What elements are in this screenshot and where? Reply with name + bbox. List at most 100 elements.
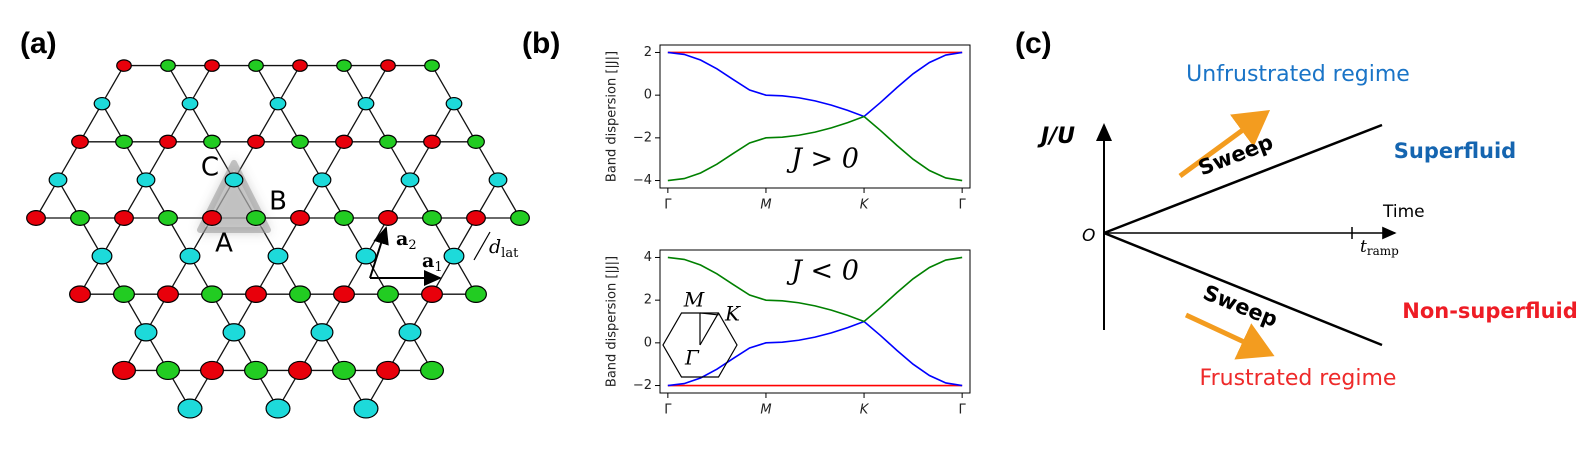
axis-label: J/U xyxy=(1037,124,1075,149)
lattice-site xyxy=(312,172,332,188)
lattice-site xyxy=(91,247,113,265)
band-line xyxy=(667,320,963,387)
annotation: J < 0 xyxy=(786,256,859,287)
ramp-sub: ramp xyxy=(1367,244,1399,258)
y-tick-label: 4 xyxy=(644,250,652,265)
band-line xyxy=(667,256,963,323)
lattice-site xyxy=(336,59,352,72)
band-line xyxy=(667,115,963,182)
vector-label-base: a xyxy=(396,228,408,250)
lattice-site xyxy=(158,210,178,226)
band-line xyxy=(667,51,963,118)
lattice-site xyxy=(93,96,111,111)
vector-label-sub: 1 xyxy=(434,260,442,275)
y-tick-label: −4 xyxy=(633,173,652,188)
lattice-site xyxy=(400,172,420,188)
lattice-site xyxy=(159,134,177,149)
bond xyxy=(189,65,213,105)
phase-label: Non-superfluid xyxy=(1402,299,1578,323)
plot-frame xyxy=(659,249,971,394)
bz-label: Γ xyxy=(684,346,700,370)
sweep-line xyxy=(1103,123,1383,235)
lattice-site xyxy=(203,134,221,149)
lattice-site xyxy=(222,323,246,342)
lattice-site xyxy=(423,134,441,149)
x-tick-label: K xyxy=(860,403,870,418)
vector-label: a2 xyxy=(396,228,417,253)
annotation: J > 0 xyxy=(786,144,859,175)
lattice-site xyxy=(379,134,397,149)
lattice-site xyxy=(287,360,313,381)
lattice-site xyxy=(333,285,355,303)
x-tick-label: Γ xyxy=(959,403,967,418)
sweep-diagram: Unfrustrated regime J/U Time O tramp Swe… xyxy=(1037,62,1578,391)
y-axis-label: Band dispersion [|J|] xyxy=(605,256,620,387)
spacing-label-base: d xyxy=(489,236,501,258)
lattice-site xyxy=(380,59,396,72)
lattice-site xyxy=(267,247,289,265)
lattice-site xyxy=(419,360,445,381)
lattice-site xyxy=(422,210,442,226)
y-tick-label: 2 xyxy=(644,293,652,308)
bz-path xyxy=(699,312,719,316)
lattice-site xyxy=(378,210,398,226)
sweep-arrow xyxy=(1184,312,1275,360)
origin-label: O xyxy=(1082,226,1095,246)
lattice-site xyxy=(248,59,264,72)
sweep-line xyxy=(1103,231,1383,347)
bond xyxy=(101,65,125,105)
site-label: C xyxy=(201,152,219,182)
spacing-bar xyxy=(473,231,491,261)
lattice-site xyxy=(467,134,485,149)
lattice-site xyxy=(111,360,137,381)
y-axis-label: Band dispersion [|J|] xyxy=(605,51,620,182)
lattice-site xyxy=(247,134,265,149)
lattice-site xyxy=(292,59,308,72)
bond xyxy=(255,65,279,105)
bond xyxy=(167,65,191,105)
lattice-site xyxy=(465,285,487,303)
lattice-site xyxy=(331,360,357,381)
lattice-site xyxy=(202,210,222,226)
x-tick-label: K xyxy=(860,198,870,213)
bond xyxy=(431,65,455,105)
lattice-site xyxy=(466,210,486,226)
x-tick-label: Γ xyxy=(664,403,672,418)
lattice-site xyxy=(245,285,267,303)
lattice-site xyxy=(155,360,181,381)
y-tick-label: 2 xyxy=(644,45,652,60)
bond xyxy=(343,65,367,105)
x-tick-label: M xyxy=(760,198,771,213)
lattice-site xyxy=(445,96,463,111)
lattice-site xyxy=(443,247,465,265)
lattice-site xyxy=(181,96,199,111)
y-tick-label: −2 xyxy=(633,378,652,393)
panel-label: (b) xyxy=(522,27,560,60)
lattice-site xyxy=(26,210,46,226)
ramp-base: t xyxy=(1360,237,1367,257)
lattice-site xyxy=(113,285,135,303)
lattice-site xyxy=(243,360,269,381)
bond xyxy=(365,65,389,105)
ramp-label: tramp xyxy=(1360,237,1399,258)
lattice-site xyxy=(265,398,291,419)
vector-label-sub: 2 xyxy=(408,238,416,253)
lattice-vector xyxy=(369,226,389,279)
regime-label: Frustrated regime xyxy=(1200,366,1397,391)
lattice-site xyxy=(69,285,91,303)
spacing-label-sub: lat xyxy=(501,246,519,261)
lattice-site xyxy=(201,285,223,303)
lattice-site xyxy=(115,134,133,149)
y-tick-label: −2 xyxy=(633,130,652,145)
lattice-site xyxy=(335,134,353,149)
lattice-site xyxy=(310,323,334,342)
lattice-site xyxy=(290,210,310,226)
lattice-site xyxy=(136,172,156,188)
lattice-site xyxy=(70,210,90,226)
lattice-site xyxy=(199,360,225,381)
lattice-site xyxy=(353,398,379,419)
site-label: A xyxy=(215,229,233,259)
bond xyxy=(277,65,301,105)
lattice-site xyxy=(179,247,201,265)
